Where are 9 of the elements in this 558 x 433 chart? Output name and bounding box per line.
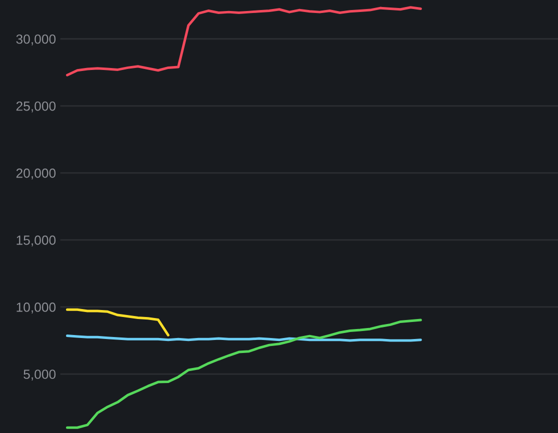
y-tick-label: 25,000 [16, 101, 56, 112]
y-tick-label: 20,000 [16, 168, 56, 180]
line-series [66, 318, 422, 429]
y-tick-label: 5,000 [24, 370, 56, 380]
y-tick-label: 15,000 [16, 236, 56, 246]
line-series [66, 308, 170, 336]
y-tick-label: 30,000 [16, 34, 56, 46]
line-series [66, 6, 422, 76]
y-tick-label: 10,000 [16, 302, 56, 314]
